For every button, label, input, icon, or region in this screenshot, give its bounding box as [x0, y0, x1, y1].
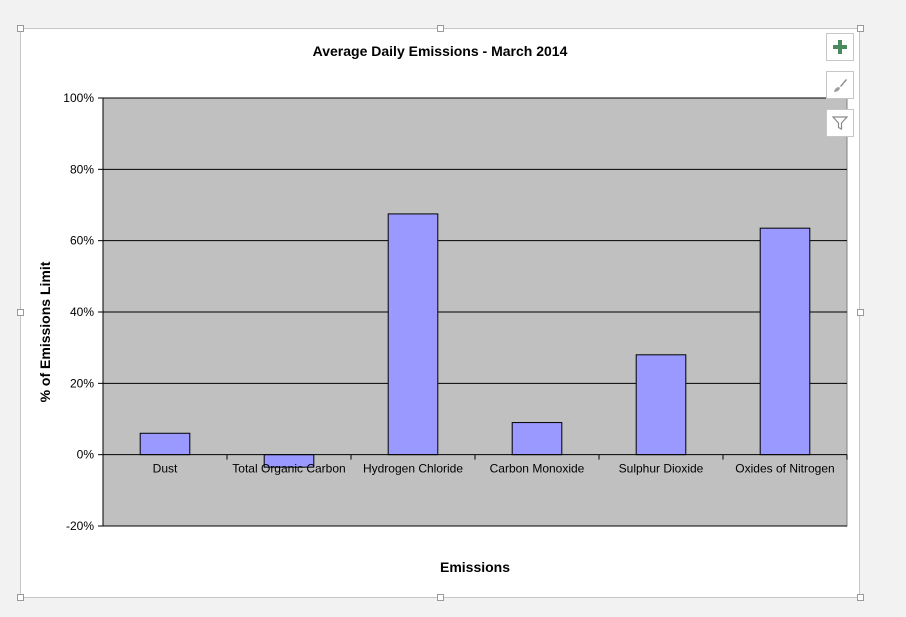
x-axis-title: Emissions — [440, 559, 510, 575]
y-tick-label: 80% — [70, 162, 94, 176]
resize-handle-bottom[interactable] — [437, 594, 444, 601]
x-tick-label: Hydrogen Chloride — [363, 462, 463, 476]
y-tick-label: 20% — [70, 376, 94, 390]
brush-icon — [834, 79, 847, 92]
filter-icon — [832, 116, 848, 130]
y-tick-label: 100% — [63, 91, 94, 105]
bar-sulphur-dioxide[interactable] — [635, 354, 687, 456]
axes: -20% 0% 20% 40% 60% 80% 100% Dust Total Organic … — [63, 91, 848, 533]
chart-filters-button[interactable] — [826, 109, 854, 137]
resize-handle-bottom-right[interactable] — [857, 594, 864, 601]
bars — [139, 213, 811, 468]
y-tick-label: -20% — [66, 519, 94, 533]
x-tick-label: Sulphur Dioxide — [619, 462, 704, 476]
x-tick-label: Total Organic Carbon — [232, 462, 345, 476]
resize-handle-top[interactable] — [437, 25, 444, 32]
resize-handle-right[interactable] — [857, 309, 864, 316]
y-axis-title: % of Emissions Limit — [37, 261, 53, 402]
y-tick-label: 40% — [70, 305, 94, 319]
y-tick-label: 0% — [77, 448, 95, 462]
chart-title: Average Daily Emissions - March 2014 — [313, 43, 568, 59]
resize-handle-bottom-left[interactable] — [17, 594, 24, 601]
bar-carbon-monoxide[interactable] — [511, 422, 563, 456]
x-tick-label: Dust — [153, 462, 178, 476]
x-tick-label: Carbon Monoxide — [490, 462, 585, 476]
chart-styles-button[interactable] — [826, 71, 854, 99]
plus-icon — [833, 40, 847, 54]
chart-elements-button[interactable] — [826, 33, 854, 61]
y-tick-label: 60% — [70, 234, 94, 248]
resize-handle-top-left[interactable] — [17, 25, 24, 32]
x-tick-label: Oxides of Nitrogen — [735, 462, 834, 476]
resize-handle-top-right[interactable] — [857, 25, 864, 32]
bar-dust[interactable] — [139, 432, 191, 456]
resize-handle-left[interactable] — [17, 309, 24, 316]
bar-hydrogen-chloride[interactable] — [387, 213, 439, 456]
gridlines — [103, 97, 847, 527]
bar-oxides-of-nitrogen[interactable] — [759, 227, 811, 456]
